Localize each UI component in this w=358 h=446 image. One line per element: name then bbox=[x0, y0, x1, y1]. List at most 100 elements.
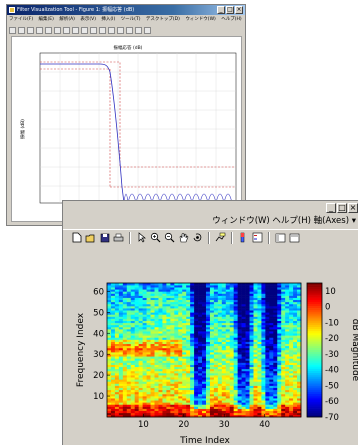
menu-desktop[interactable]: デスクトップ(D) bbox=[145, 17, 180, 22]
spectrogram-cell bbox=[130, 285, 136, 288]
spectrogram-cell bbox=[285, 314, 290, 317]
impulse-response-icon[interactable] bbox=[90, 26, 97, 34]
legend-icon[interactable] bbox=[135, 26, 142, 34]
spectrogram-cell bbox=[293, 352, 298, 355]
spectrogram-cell bbox=[198, 339, 203, 342]
maximize-button[interactable]: □ bbox=[226, 6, 234, 14]
spectrogram-cell bbox=[190, 362, 195, 365]
spectrogram-cell bbox=[285, 299, 290, 303]
spectrogram-cell bbox=[269, 393, 274, 397]
hide-plot-tools-icon[interactable] bbox=[275, 232, 286, 243]
new-file-icon[interactable] bbox=[9, 26, 16, 34]
spectrogram-cell bbox=[134, 343, 139, 347]
zoom-out-icon[interactable] bbox=[54, 26, 61, 34]
spectrogram-cell bbox=[265, 389, 270, 393]
coefficients-icon[interactable] bbox=[117, 26, 124, 34]
spectrogram-cell bbox=[217, 291, 223, 294]
data-cursor-icon[interactable] bbox=[215, 232, 226, 243]
menu-tools[interactable]: ツール(T) bbox=[120, 17, 141, 22]
zoom-in-icon[interactable] bbox=[45, 26, 52, 34]
spectrogram-cell bbox=[150, 347, 155, 351]
spectrogram-cell bbox=[126, 408, 132, 412]
close-button[interactable]: × bbox=[348, 203, 358, 213]
spectrogram-cell bbox=[122, 358, 128, 361]
maximize-button[interactable]: □ bbox=[337, 203, 347, 213]
spectrogram-cell bbox=[178, 356, 183, 359]
spectrogram-cell bbox=[198, 373, 203, 376]
spectrogram-cell bbox=[158, 339, 163, 342]
spectrogram-cell bbox=[182, 391, 187, 395]
spectrogram-cell bbox=[130, 329, 136, 332]
spectrogram-cell bbox=[166, 283, 171, 286]
spectrogram-cell bbox=[190, 414, 195, 418]
magnitude-response-icon[interactable] bbox=[63, 26, 70, 34]
open-folder-icon[interactable] bbox=[85, 232, 96, 243]
new-file-icon[interactable] bbox=[71, 232, 82, 243]
spectrogram-cell bbox=[126, 400, 132, 403]
zoom-in-icon[interactable] bbox=[150, 232, 161, 243]
open-folder-icon[interactable] bbox=[18, 26, 25, 34]
show-plot-tools-icon[interactable] bbox=[289, 232, 300, 243]
phase-response-icon[interactable] bbox=[72, 26, 79, 34]
print-icon[interactable] bbox=[113, 232, 124, 243]
menu-analysis[interactable]: 解析(A) bbox=[59, 17, 75, 22]
spectrogram-cell bbox=[273, 389, 278, 393]
menu-view[interactable]: 表示(V) bbox=[80, 17, 96, 22]
info-icon[interactable] bbox=[126, 26, 133, 34]
spectrogram-cell bbox=[150, 283, 155, 286]
menu-window-help-axes[interactable]: ウィンドウ(W) ヘルプ(H) 軸(Axes) ▾ bbox=[212, 216, 356, 226]
menu-bar[interactable]: ウィンドウ(W) ヘルプ(H) 軸(Axes) ▾ bbox=[63, 214, 358, 228]
spectrogram-cell bbox=[221, 404, 227, 407]
pan-hand-icon[interactable] bbox=[178, 232, 189, 243]
close-button[interactable]: × bbox=[235, 6, 243, 14]
spectrogram-cell bbox=[122, 331, 128, 334]
group-delay-icon[interactable] bbox=[81, 26, 88, 34]
spectrogram-cell bbox=[249, 362, 254, 365]
spectrogram-cell bbox=[162, 306, 167, 309]
minimize-button[interactable]: _ bbox=[217, 6, 225, 14]
spectrogram-cell bbox=[297, 318, 302, 321]
menu-insert[interactable]: 挿入(I) bbox=[101, 17, 116, 22]
save-icon[interactable] bbox=[99, 232, 110, 243]
spectrogram-cell bbox=[241, 314, 246, 317]
spectrogram-cell bbox=[245, 308, 250, 311]
spectrogram-cell bbox=[118, 293, 124, 296]
colorbar[interactable] bbox=[306, 282, 323, 418]
spectrogram-cell bbox=[241, 335, 246, 338]
magnitude-response-plot[interactable]: 振幅応答 (dB) bbox=[12, 37, 243, 223]
colorbar-icon[interactable] bbox=[238, 232, 249, 243]
spectrogram-cell bbox=[154, 295, 159, 298]
rotate-icon[interactable] bbox=[192, 232, 203, 243]
spectrogram-cell bbox=[142, 331, 147, 334]
spectrogram-cell bbox=[225, 406, 231, 409]
spectrogram-cell bbox=[221, 410, 227, 414]
spectrogram-cell bbox=[245, 312, 250, 315]
step-response-icon[interactable] bbox=[99, 26, 106, 34]
spectrogram-cell bbox=[107, 295, 112, 298]
print-icon[interactable] bbox=[36, 26, 43, 34]
spectrogram-cell bbox=[126, 320, 132, 324]
menu-file[interactable]: ファイル(F) bbox=[9, 17, 34, 22]
spectrogram-cell bbox=[233, 303, 238, 307]
spectrogram-cell bbox=[253, 377, 258, 380]
grid-icon[interactable] bbox=[144, 26, 151, 34]
spectrogram-cell bbox=[118, 391, 124, 395]
spectrogram-cell bbox=[162, 385, 167, 388]
spectrogram-cell bbox=[198, 393, 203, 397]
menu-window[interactable]: ウィンドウ(W) bbox=[185, 17, 216, 22]
window-title-bar[interactable]: Filter Visualization Tool - Figure 1: 振幅… bbox=[7, 5, 245, 15]
zoom-out-icon[interactable] bbox=[164, 232, 175, 243]
pointer-icon[interactable] bbox=[136, 232, 147, 243]
minimize-button[interactable]: _ bbox=[326, 203, 336, 213]
spectrogram-cell bbox=[190, 368, 195, 372]
spectrogram-cell bbox=[150, 404, 155, 407]
legend-icon[interactable] bbox=[252, 232, 263, 243]
spectrogram-cell bbox=[110, 383, 116, 386]
spectrogram-cell bbox=[202, 410, 207, 414]
menu-edit[interactable]: 編集(E) bbox=[38, 17, 54, 22]
menu-help[interactable]: ヘルプ(H) bbox=[221, 17, 242, 22]
save-icon[interactable] bbox=[27, 26, 34, 34]
spectrogram-cell bbox=[249, 389, 254, 393]
pole-zero-icon[interactable] bbox=[108, 26, 115, 34]
